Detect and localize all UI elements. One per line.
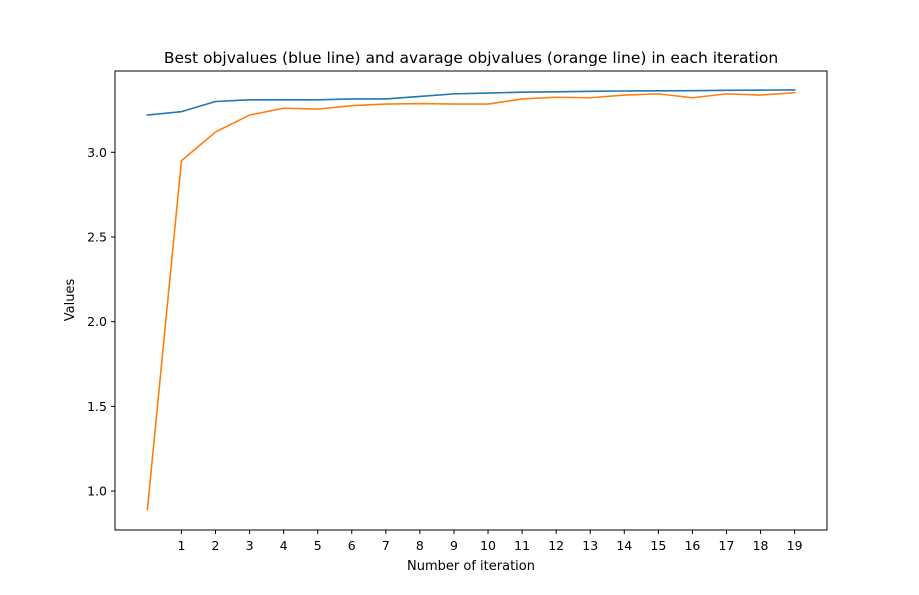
x-tick-label: 3	[246, 538, 254, 553]
plot-area	[114, 70, 828, 531]
x-tick-label: 5	[314, 538, 322, 553]
series-line-0	[146, 89, 796, 116]
x-tick-label: 1	[177, 538, 185, 553]
x-tick-label: 11	[514, 538, 530, 553]
axes-frame	[114, 70, 828, 531]
series-layer	[146, 89, 796, 511]
x-axis-label: Number of iteration	[407, 559, 535, 574]
y-tick-label: 1.5	[87, 399, 107, 414]
x-tick-label: 14	[616, 538, 632, 553]
x-tick-label: 10	[480, 538, 496, 553]
y-axis-label: Values	[63, 279, 78, 322]
y-tick-label: 2.0	[87, 314, 107, 329]
x-tick-label: 9	[450, 538, 458, 553]
chart-title: Best objvalues (blue line) and avarage o…	[164, 49, 778, 67]
x-tick-label: 8	[416, 538, 424, 553]
x-tick-label: 17	[719, 538, 735, 553]
x-tick-label: 16	[684, 538, 700, 553]
x-tick-label: 12	[548, 538, 564, 553]
y-tick-label: 2.5	[87, 229, 107, 244]
x-tick-label: 6	[348, 538, 356, 553]
y-axis: 1.0 1.5 2.0 2.5 3.0	[87, 145, 115, 499]
x-tick-label: 4	[280, 538, 288, 553]
y-tick-label: 1.0	[87, 484, 107, 499]
x-tick-label: 2	[212, 538, 220, 553]
x-tick-label: 18	[753, 538, 769, 553]
x-tick-label: 7	[382, 538, 390, 553]
series-line-1	[146, 91, 796, 511]
x-tick-label: 19	[787, 538, 803, 553]
x-tick-label: 15	[650, 538, 666, 553]
x-tick-label: 13	[582, 538, 598, 553]
y-tick-label: 3.0	[87, 145, 107, 160]
x-axis: 1 2 3 4 5 6 7 8 9 10 11 12 13 14 15 16 17 18 19	[177, 530, 803, 553]
